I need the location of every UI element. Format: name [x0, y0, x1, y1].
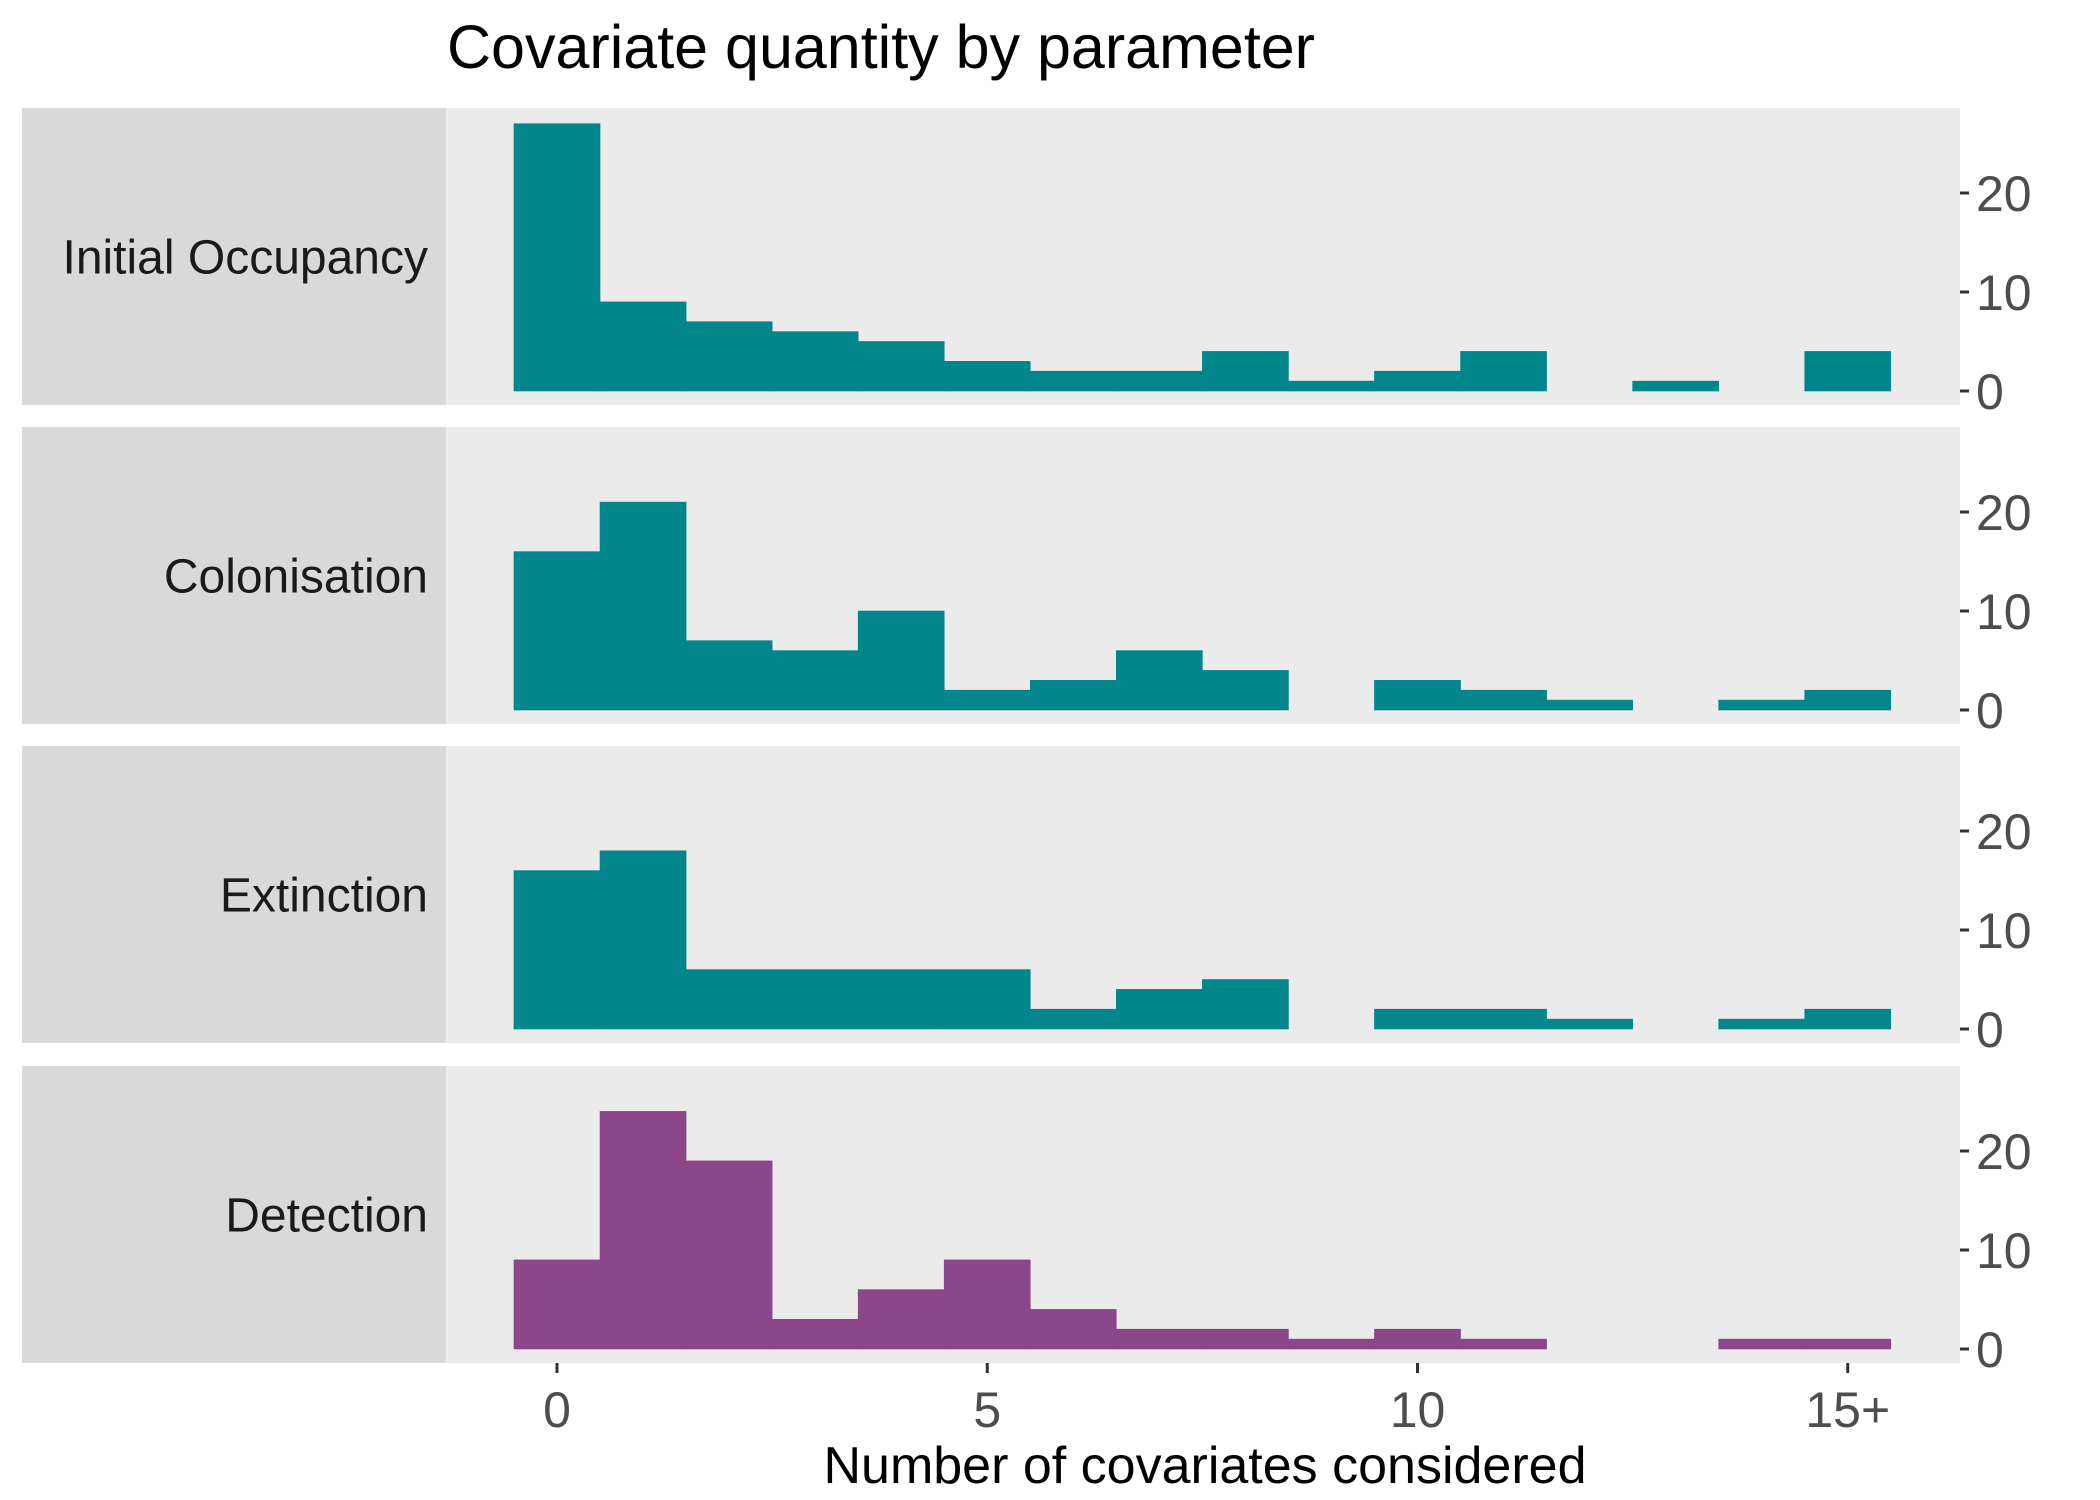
y-tick-label: 10: [1976, 584, 2032, 640]
histogram-bar: [685, 640, 773, 711]
facet-colonisation: Colonisation 0 10 20: [22, 427, 2032, 739]
histogram-bar: [857, 341, 945, 392]
histogram-bar: [1202, 670, 1289, 711]
histogram-bar: [1202, 351, 1289, 392]
x-axis-title: Number of covariates considered: [823, 1437, 1586, 1495]
histogram-bar: [1029, 1309, 1117, 1350]
facet-label: Extinction: [220, 870, 428, 923]
chart-title: Covariate quantity by parameter: [447, 13, 1315, 81]
histogram-bar: [1804, 1008, 1892, 1030]
histogram-bar: [1374, 1328, 1461, 1350]
histogram-bar: [1029, 679, 1117, 711]
histogram-bar: [1804, 689, 1892, 711]
y-tick-label: 20: [1976, 1124, 2032, 1180]
x-tick-label: 10: [1390, 1382, 1446, 1438]
histogram-bar: [685, 969, 773, 1030]
histogram-bar: [1460, 351, 1547, 392]
histogram-bar: [1632, 380, 1719, 392]
histogram-bar: [685, 1160, 773, 1350]
histogram-bar: [513, 1259, 601, 1350]
y-tick-label: 20: [1976, 166, 2032, 222]
histogram-bar: [857, 610, 945, 711]
y-tick-label: 10: [1976, 903, 2032, 959]
x-tick-label: 0: [543, 1382, 571, 1438]
histogram-bar: [1288, 1338, 1375, 1350]
histogram-bar: [1460, 689, 1547, 711]
histogram-bar: [943, 689, 1031, 711]
histogram-bar: [771, 969, 859, 1030]
facet-strip: [22, 108, 446, 405]
histogram-bar: [1202, 979, 1289, 1030]
histogram-bar: [771, 1319, 859, 1350]
facet-strip: [22, 746, 446, 1043]
y-tick-label: 0: [1976, 683, 2004, 739]
facet-detection: Detection 0 10 20: [22, 1066, 2032, 1378]
x-tick-label: 15+: [1805, 1382, 1890, 1438]
y-tick-label: 10: [1976, 1223, 2032, 1279]
facet-strip: [22, 427, 446, 724]
histogram-bar: [1202, 1328, 1289, 1350]
histogram-bar: [1374, 679, 1461, 711]
histogram-bar: [1029, 370, 1117, 392]
y-tick-label: 0: [1976, 1322, 2004, 1378]
histogram-bar: [599, 301, 687, 392]
histogram-bar: [1116, 989, 1203, 1030]
facet-initial-occupancy: Initial Occupancy 0 10 20: [22, 108, 2032, 420]
histogram-bar: [1029, 1008, 1117, 1030]
facet-label: Colonisation: [164, 551, 428, 604]
histogram-bar: [1116, 650, 1203, 711]
histogram-bar: [943, 360, 1031, 392]
x-axis: 0 5 10 15+: [543, 1363, 1890, 1438]
histogram-bar: [513, 551, 601, 711]
histogram-bar: [1460, 1338, 1547, 1350]
histogram-bar: [1546, 1018, 1633, 1030]
histogram-bar: [1288, 380, 1375, 392]
facet-label: Initial Occupancy: [62, 232, 428, 285]
histogram-bar: [1374, 1008, 1461, 1030]
histogram-bar: [771, 331, 859, 392]
histogram-bar: [943, 969, 1031, 1030]
x-tick-label: 5: [973, 1382, 1001, 1438]
histogram-bar: [1804, 1338, 1892, 1350]
facet-strip: [22, 1066, 446, 1363]
histogram-bar: [1718, 699, 1806, 711]
histogram-bar: [685, 321, 773, 392]
y-tick-label: 0: [1976, 364, 2004, 420]
y-tick-label: 20: [1976, 804, 2032, 860]
histogram-bar: [943, 1259, 1031, 1350]
y-tick-label: 10: [1976, 265, 2032, 321]
facet-extinction: Extinction 0 10 20: [22, 746, 2032, 1058]
histogram-bar: [857, 1289, 945, 1350]
facet-panels: Initial Occupancy01020Colonisation01020E…: [22, 108, 2032, 1378]
histogram-bar: [599, 850, 687, 1030]
histogram-bar: [1116, 370, 1203, 392]
histogram-bar: [1718, 1338, 1806, 1350]
histogram-bar: [1374, 370, 1461, 392]
histogram-bar: [1116, 1328, 1203, 1350]
histogram-bar: [1460, 1008, 1547, 1030]
histogram-bar: [1718, 1018, 1806, 1030]
histogram-bar: [599, 1111, 687, 1350]
histogram-bar: [513, 870, 601, 1030]
histogram-bar: [1804, 351, 1892, 392]
histogram-bar: [599, 501, 687, 711]
y-tick-label: 0: [1976, 1002, 2004, 1058]
facet-label: Detection: [225, 1190, 428, 1243]
histogram-bar: [1546, 699, 1633, 711]
histogram-bar: [857, 969, 945, 1030]
y-tick-label: 20: [1976, 485, 2032, 541]
histogram-bar: [771, 650, 859, 711]
histogram-bar: [513, 123, 601, 392]
